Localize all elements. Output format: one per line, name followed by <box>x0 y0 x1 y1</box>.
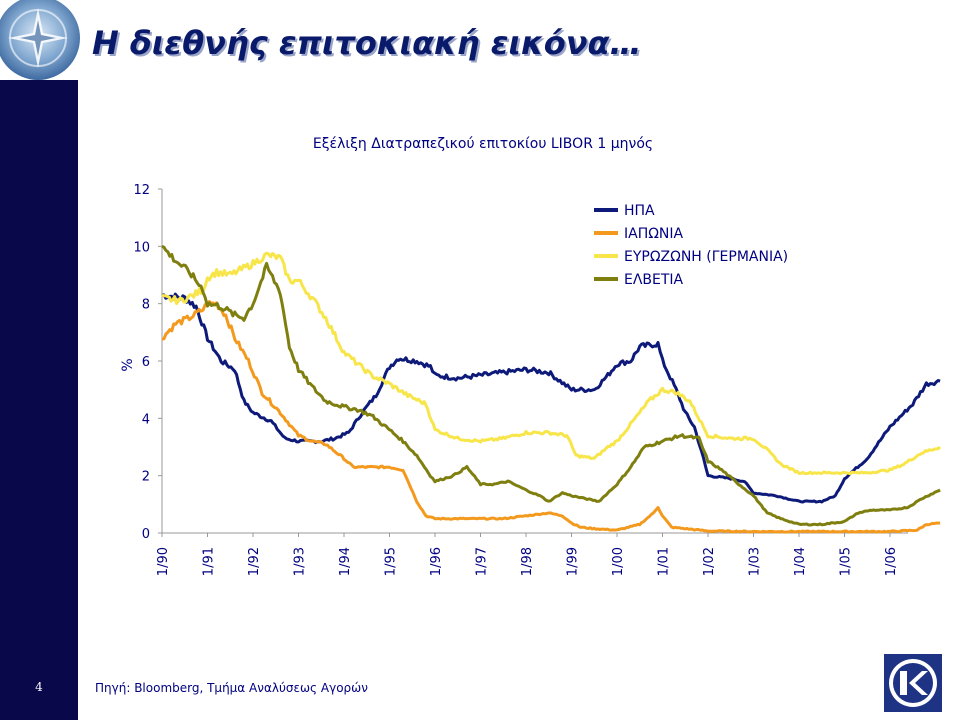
series-line-1 <box>161 292 941 504</box>
y-tick-label: 10 <box>133 240 150 255</box>
x-tick-label: 1/05 <box>839 547 854 576</box>
header-band <box>0 0 960 78</box>
x-tick-label: 1/95 <box>384 547 399 576</box>
chart-legend: ΗΠΑ ΙΑΠΩΝΙΑ ΕΥΡΩΖΩΝΗ (ΓΕΡΜΑΝΙΑ) ΕΛΒΕΤΙΑ <box>594 203 788 288</box>
compass-star-logo-icon <box>0 0 80 80</box>
legend-item: ΗΠΑ <box>594 203 655 219</box>
x-tick-label: 1/97 <box>475 547 490 576</box>
y-tick-label: 8 <box>142 298 150 313</box>
series-lines <box>161 245 942 534</box>
x-tick-label: 1/96 <box>429 547 444 576</box>
alpha-bank-logo-icon <box>884 654 942 712</box>
legend-item: ΕΥΡΩΖΩΝΗ (ΓΕΡΜΑΝΙΑ) <box>594 249 788 265</box>
x-tick-label: 1/02 <box>702 547 717 576</box>
legend-item: ΙΑΠΩΝΙΑ <box>594 226 684 242</box>
x-tick-label: 1/93 <box>293 547 308 576</box>
x-tick-label: 1/98 <box>520 547 535 576</box>
left-sidebar-bar <box>0 80 78 720</box>
source-note: Πηγή: Bloomberg, Τμήμα Αναλύσεως Αγορών <box>95 681 368 695</box>
x-axis-ticks: 1/90 1/91 1/92 1/93 1/94 1/95 1/96 1/97 1/98 1/99… <box>156 533 899 576</box>
x-tick-label: 1/03 <box>748 547 763 576</box>
y-tick-label: 0 <box>142 527 150 542</box>
y-tick-label: 6 <box>142 355 150 370</box>
x-tick-label: 1/92 <box>247 547 262 576</box>
series-line-2 <box>161 300 941 534</box>
x-tick-label: 1/00 <box>611 547 626 576</box>
series-line-3 <box>161 251 942 476</box>
x-tick-label: 1/06 <box>884 547 899 576</box>
legend-label: ΗΠΑ <box>624 203 655 219</box>
y-tick-label: 2 <box>142 470 150 485</box>
chart-title: Εξέλιξη Διατραπεζικού επιτοκίου LIBOR 1 … <box>313 136 653 152</box>
series-line-4 <box>161 245 941 527</box>
x-tick-label: 1/91 <box>202 547 217 576</box>
libor-line-chart: Εξέλιξη Διατραπεζικού επιτοκίου LIBOR 1 … <box>120 136 942 576</box>
legend-label: ΕΛΒΕΤΙΑ <box>624 272 684 288</box>
y-tick-label: 12 <box>133 183 150 198</box>
x-tick-label: 1/94 <box>338 547 353 576</box>
y-axis-label: % <box>120 358 136 371</box>
slide-title: Η διεθνής επιτοκιακή εικόνα… <box>92 24 642 62</box>
legend-item: ΕΛΒΕΤΙΑ <box>594 272 684 288</box>
page-number: 4 <box>35 680 43 694</box>
legend-label: ΕΥΡΩΖΩΝΗ (ΓΕΡΜΑΝΙΑ) <box>624 249 788 265</box>
legend-label: ΙΑΠΩΝΙΑ <box>624 226 684 242</box>
x-tick-label: 1/04 <box>793 547 808 576</box>
x-tick-label: 1/01 <box>657 547 672 576</box>
x-tick-label: 1/99 <box>566 547 581 576</box>
chart-axes <box>161 189 908 534</box>
x-tick-label: 1/90 <box>156 547 171 576</box>
y-axis-ticks: 0 2 4 6 8 10 12 <box>133 183 162 542</box>
y-tick-label: 4 <box>142 412 150 427</box>
